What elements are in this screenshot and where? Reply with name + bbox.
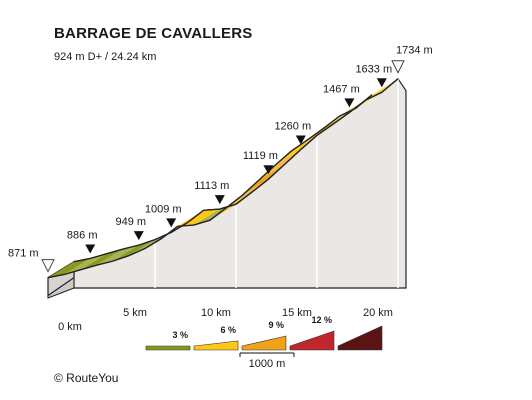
profile-strip <box>242 164 285 196</box>
elevation-label: 949 m <box>116 216 147 228</box>
start-marker <box>41 259 55 273</box>
elevation-label: 1633 m <box>355 63 392 75</box>
profile-strip <box>355 78 398 109</box>
legend-swatch <box>145 345 191 351</box>
elevation-label: 1467 m <box>323 83 360 95</box>
profile-strip <box>80 249 123 270</box>
profile-base <box>47 276 75 299</box>
elevation-marker <box>295 135 306 145</box>
elevation-marker <box>85 244 96 254</box>
profile-strip <box>48 258 91 278</box>
profile-strip <box>129 232 172 256</box>
elevation-marker <box>263 165 274 175</box>
elevation-label: 1009 m <box>145 203 182 215</box>
profile-front-edge <box>47 94 373 279</box>
elevation-marker <box>214 195 225 205</box>
profile-strip <box>112 239 155 262</box>
profile-strip <box>226 179 269 208</box>
profile-strip <box>64 253 107 275</box>
legend-scale-label: 1000 m <box>249 358 286 370</box>
x-tick-label: 5 km <box>123 307 147 319</box>
legend-swatch <box>289 330 335 351</box>
profile-surface <box>47 78 399 279</box>
copyright-notice: © RouteYou <box>54 371 119 385</box>
legend-swatch <box>193 340 239 351</box>
end-elevation-label: 1734 m <box>396 45 433 57</box>
end-marker <box>391 60 405 74</box>
legend-swatch <box>241 335 287 351</box>
chart-subtitle: 924 m D+ / 24.24 km <box>54 51 157 63</box>
legend-gradient-label: 6 % <box>220 325 236 335</box>
elevation-marker <box>166 218 177 228</box>
x-tick-label: 15 km <box>282 307 312 319</box>
elevation-label: 1260 m <box>274 121 311 133</box>
elevation-marker <box>133 231 144 241</box>
profile-strip <box>274 135 317 166</box>
legend-gradient-label: 12 % <box>311 315 332 325</box>
profile-back-edge <box>73 78 399 263</box>
x-tick-label: 0 km <box>58 321 82 333</box>
chart-title: BARRAGE DE CAVALLERS <box>54 25 253 42</box>
elevation-label: 1113 m <box>194 180 229 192</box>
elevation-label: 1119 m <box>243 150 278 162</box>
elevation-label: 886 m <box>67 229 98 241</box>
x-tick-label: 10 km <box>201 307 231 319</box>
legend-gradient-label: 3 % <box>172 330 188 340</box>
x-axis: 0 km 5 km 10 km 15 km 20 km <box>58 307 393 333</box>
legend-swatch <box>337 325 383 351</box>
legend-gradient-label: 9 % <box>268 320 284 330</box>
gradient-legend: 3 % 6 % 9 % 12 % 1000 m <box>145 315 383 370</box>
start-elevation-label: 871 m <box>8 248 39 260</box>
elevation-marker <box>376 78 387 88</box>
elevation-marker <box>344 98 355 108</box>
x-tick-label: 20 km <box>363 307 393 319</box>
profile-strip <box>96 245 139 266</box>
